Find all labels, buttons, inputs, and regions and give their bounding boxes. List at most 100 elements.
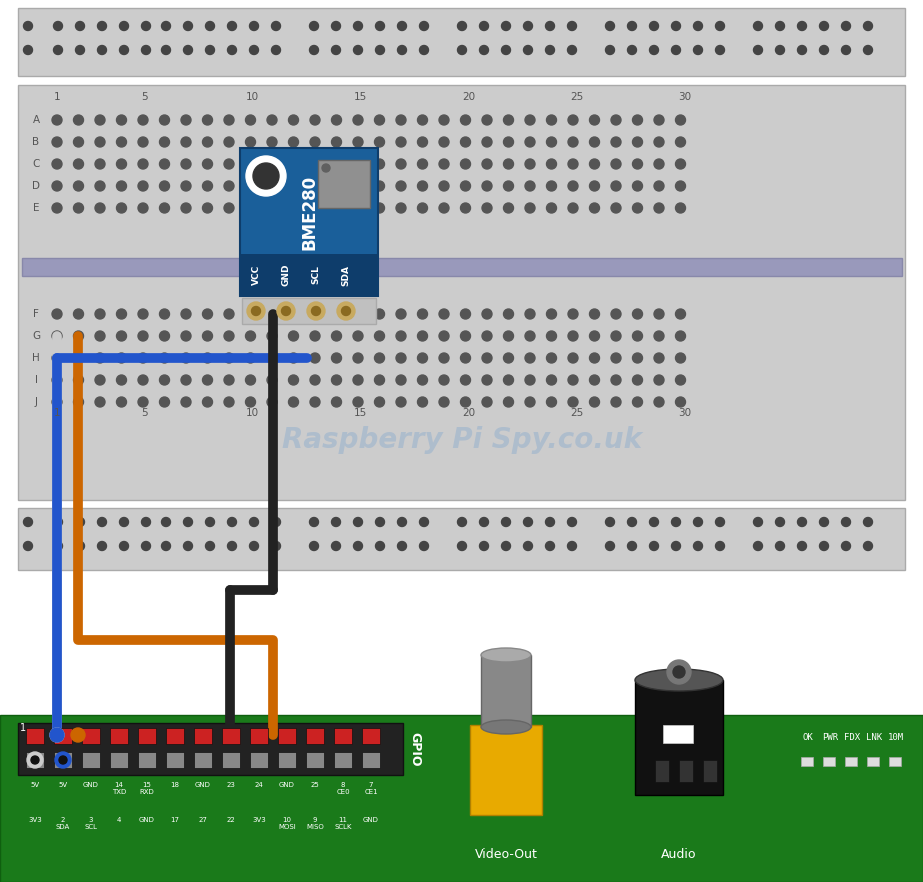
Circle shape <box>715 46 725 55</box>
Bar <box>334 752 352 768</box>
Circle shape <box>523 542 533 550</box>
Circle shape <box>632 159 642 169</box>
Circle shape <box>76 518 85 527</box>
Bar <box>845 757 857 766</box>
Circle shape <box>864 46 872 55</box>
Circle shape <box>375 331 385 341</box>
Circle shape <box>632 309 642 319</box>
Bar <box>18 723 403 775</box>
Circle shape <box>797 542 807 550</box>
Bar <box>635 680 723 795</box>
Circle shape <box>138 203 148 213</box>
Bar <box>26 728 44 744</box>
Circle shape <box>797 21 807 31</box>
Bar <box>679 760 693 782</box>
Circle shape <box>23 21 32 31</box>
Circle shape <box>353 331 363 341</box>
Circle shape <box>331 518 341 527</box>
Text: GND: GND <box>83 782 99 788</box>
Text: 5V: 5V <box>58 782 67 788</box>
Bar <box>823 757 835 766</box>
Circle shape <box>753 518 762 527</box>
Text: 25: 25 <box>570 92 583 102</box>
Circle shape <box>138 137 148 147</box>
Circle shape <box>797 518 807 527</box>
Circle shape <box>52 331 62 341</box>
Circle shape <box>546 353 557 363</box>
Circle shape <box>504 309 513 319</box>
Circle shape <box>461 137 471 147</box>
Circle shape <box>605 542 615 550</box>
Circle shape <box>398 21 406 31</box>
Circle shape <box>419 542 428 550</box>
Text: PWR: PWR <box>822 733 838 742</box>
Circle shape <box>206 518 214 527</box>
Text: Raspberry Pi Spy.co.uk: Raspberry Pi Spy.co.uk <box>282 426 642 454</box>
Circle shape <box>267 331 277 341</box>
Text: A: A <box>32 115 40 125</box>
Circle shape <box>676 331 686 341</box>
Text: 8
CE0: 8 CE0 <box>336 782 350 795</box>
Circle shape <box>95 375 105 385</box>
Circle shape <box>504 397 513 407</box>
Circle shape <box>504 353 513 363</box>
Circle shape <box>271 46 281 55</box>
Circle shape <box>650 542 658 550</box>
Circle shape <box>568 518 577 527</box>
Circle shape <box>439 203 449 213</box>
Circle shape <box>310 203 320 213</box>
Circle shape <box>181 309 191 319</box>
Circle shape <box>439 115 449 125</box>
Text: 10: 10 <box>246 408 258 418</box>
Circle shape <box>249 518 258 527</box>
Circle shape <box>396 375 406 385</box>
Circle shape <box>52 375 62 385</box>
Circle shape <box>590 159 600 169</box>
Circle shape <box>119 542 128 550</box>
Circle shape <box>54 518 63 527</box>
Circle shape <box>461 397 471 407</box>
Circle shape <box>417 309 427 319</box>
Circle shape <box>224 137 234 147</box>
Circle shape <box>181 375 191 385</box>
Circle shape <box>162 542 171 550</box>
Text: 11
SCLK: 11 SCLK <box>334 817 352 830</box>
Circle shape <box>632 375 642 385</box>
Circle shape <box>227 21 236 31</box>
Circle shape <box>141 46 150 55</box>
Circle shape <box>331 21 341 31</box>
Circle shape <box>546 397 557 407</box>
Circle shape <box>605 21 615 31</box>
Circle shape <box>611 331 621 341</box>
Bar <box>54 752 72 768</box>
Circle shape <box>202 115 212 125</box>
Circle shape <box>271 518 281 527</box>
Text: FDX: FDX <box>844 733 860 742</box>
Circle shape <box>202 159 212 169</box>
Circle shape <box>160 115 170 125</box>
Circle shape <box>546 115 557 125</box>
Circle shape <box>277 302 295 320</box>
Text: 30: 30 <box>678 92 691 102</box>
Circle shape <box>820 21 829 31</box>
Circle shape <box>206 46 214 55</box>
Text: 9
MISO: 9 MISO <box>306 817 324 830</box>
Circle shape <box>482 115 492 125</box>
Circle shape <box>417 181 427 191</box>
Circle shape <box>715 542 725 550</box>
Circle shape <box>184 542 193 550</box>
Circle shape <box>74 375 83 385</box>
Circle shape <box>331 159 342 169</box>
Circle shape <box>375 181 385 191</box>
Circle shape <box>458 46 466 55</box>
Bar <box>26 752 44 768</box>
Circle shape <box>568 331 578 341</box>
Circle shape <box>267 181 277 191</box>
Circle shape <box>632 397 642 407</box>
Circle shape <box>461 375 471 385</box>
Circle shape <box>98 542 106 550</box>
Circle shape <box>501 542 510 550</box>
Circle shape <box>31 756 39 764</box>
Circle shape <box>417 375 427 385</box>
Circle shape <box>396 353 406 363</box>
